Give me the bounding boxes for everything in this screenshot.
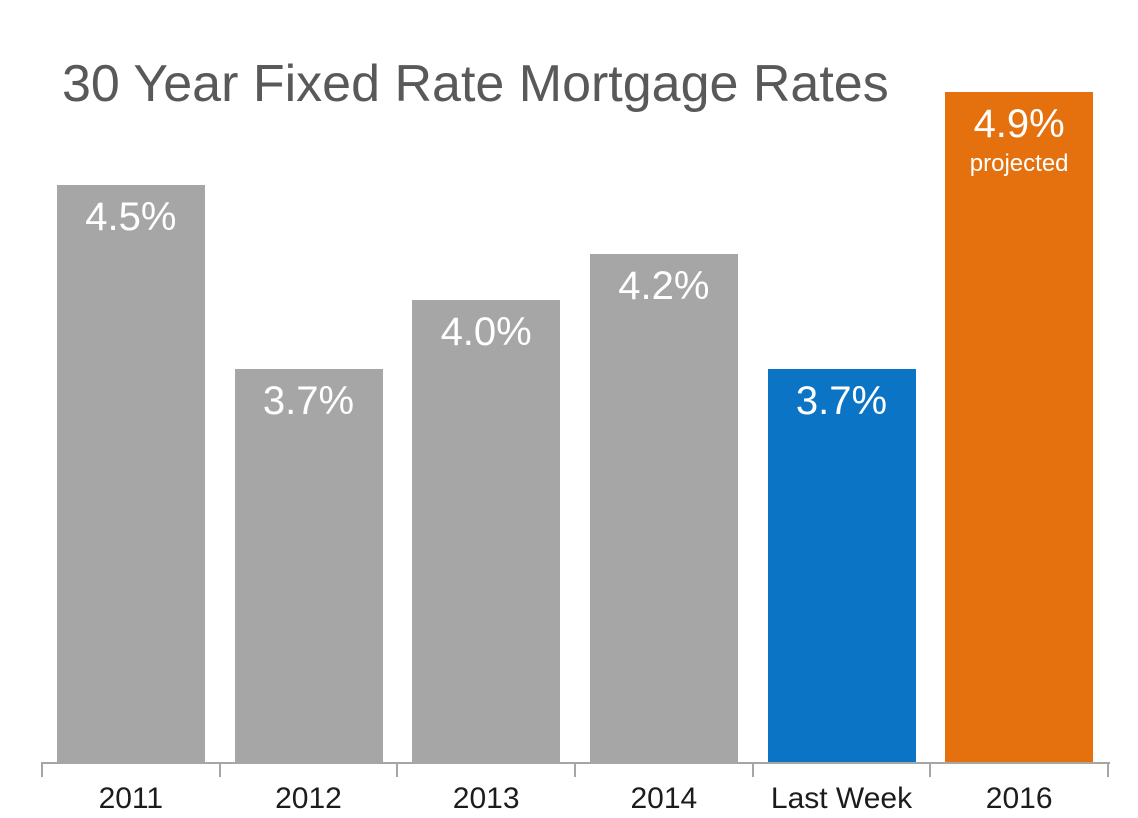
bar-chart-plot: 4.5% 3.7% 4.0% 4.2% 3.7% 4.9% projected xyxy=(42,69,1108,762)
x-axis-line xyxy=(42,762,1110,764)
bar-2013: 4.0% xyxy=(412,300,561,762)
bar-sublabel-2016: projected xyxy=(969,150,1069,178)
bar-2014: 4.2% xyxy=(589,253,738,762)
x-axis-label-2011: 2011 xyxy=(98,782,164,815)
chart-title: 30 Year Fixed Rate Mortgage Rates xyxy=(62,55,889,113)
x-axis-labels: 2011 2012 2013 2014 Last Week 2016 xyxy=(42,781,1108,817)
x-axis-tick xyxy=(396,762,399,777)
x-axis-label-last-week: Last Week xyxy=(770,782,913,815)
x-axis-tick xyxy=(574,762,576,777)
x-axis-label-2012: 2012 xyxy=(275,782,342,815)
x-axis-tick xyxy=(218,762,221,777)
x-axis-tick xyxy=(1107,762,1109,777)
bar-value-label-2016: 4.9% xyxy=(973,102,1065,147)
x-axis-label-2014: 2014 xyxy=(630,782,698,815)
bar-value-label-last-week: 3.7% xyxy=(795,379,888,424)
bar-value-label-2011: 4.5% xyxy=(85,194,177,239)
bar-2012: 3.7% xyxy=(234,369,383,762)
bar-value-label-2012: 3.7% xyxy=(262,379,355,424)
bar-last-week: 3.7% xyxy=(767,369,916,762)
x-axis-tick xyxy=(41,762,43,777)
x-axis-label-2013: 2013 xyxy=(452,782,520,815)
x-axis-tick xyxy=(929,762,932,777)
bar-value-label-2014: 4.2% xyxy=(618,263,710,308)
x-axis-label-2016: 2016 xyxy=(985,782,1053,815)
x-axis-tick xyxy=(751,762,754,777)
bar-2011: 4.5% xyxy=(56,184,205,762)
bar-2016: 4.9% projected xyxy=(945,92,1094,762)
bar-value-label-2013: 4.0% xyxy=(440,310,532,354)
